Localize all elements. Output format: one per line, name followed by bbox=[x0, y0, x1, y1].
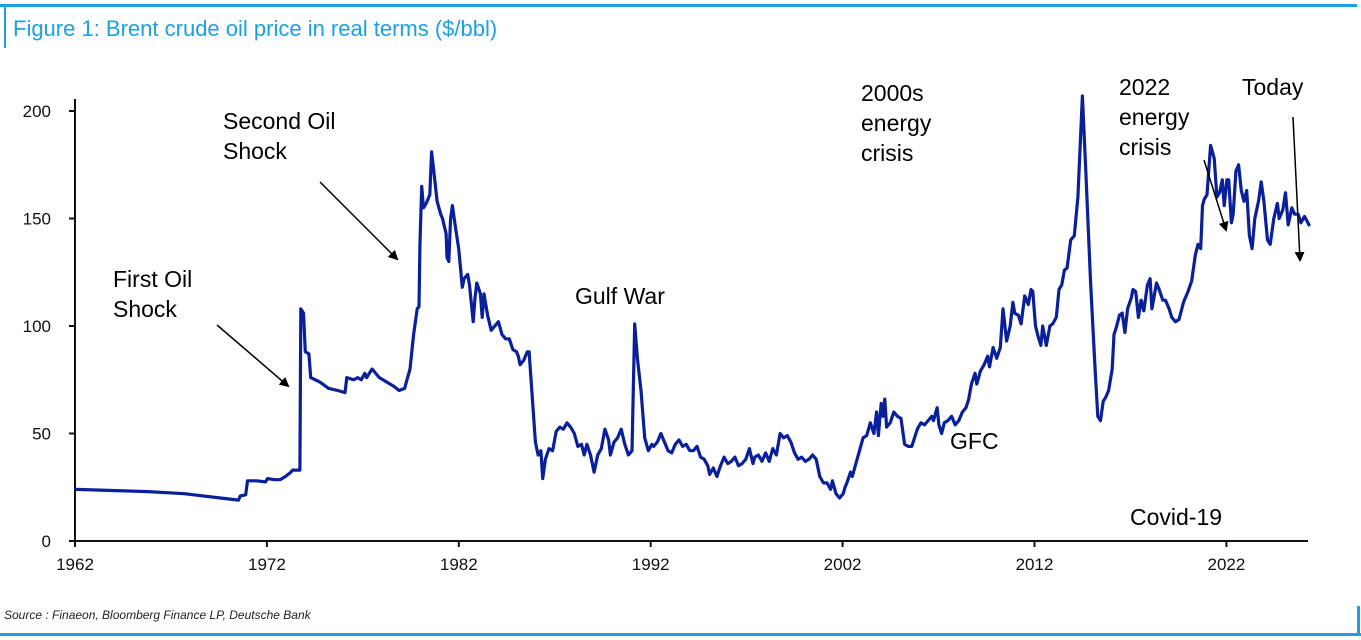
annotation-arrow-energy-crisis-2022 bbox=[1203, 159, 1229, 232]
frame-bottom-border bbox=[0, 633, 1361, 636]
series-line-brent-real-price bbox=[74, 94, 1311, 502]
x-tick-label: 1962 bbox=[56, 555, 94, 574]
figure-title: Figure 1: Brent crude oil price in real … bbox=[13, 16, 498, 41]
annotation-covid-19: Covid-19 bbox=[1130, 504, 1222, 530]
x-tick-label: 1972 bbox=[248, 555, 286, 574]
line-chart: 0 50 100 150 200 1962 1972 1982 1992 2002 2012 2022… bbox=[23, 74, 1311, 574]
annotation-energy-crisis-2000s: 2000s energy crisis bbox=[861, 80, 932, 166]
x-tick-label: 1982 bbox=[440, 555, 478, 574]
annotation-line: Gulf War bbox=[575, 283, 665, 309]
x-tick-label: 2012 bbox=[1016, 555, 1054, 574]
annotation-first-oil-shock: First Oil Shock bbox=[113, 266, 192, 322]
annotation-line: crisis bbox=[1119, 134, 1171, 160]
y-tick-label: 0 bbox=[42, 532, 51, 551]
annotations: First Oil Shock Second Oil Shock Gulf War 200… bbox=[113, 74, 1305, 530]
annotation-second-oil-shock: Second Oil Shock bbox=[223, 108, 336, 164]
series-group bbox=[74, 94, 1311, 502]
annotation-arrow-today bbox=[1292, 116, 1305, 262]
y-tick-label: 200 bbox=[23, 102, 51, 121]
annotation-gfc: GFC bbox=[950, 428, 999, 454]
annotation-line: Second Oil bbox=[223, 108, 336, 134]
annotation-line: energy bbox=[861, 110, 932, 136]
annotation-line: 2000s bbox=[861, 80, 924, 106]
annotation-arrow-second-oil-shock bbox=[319, 181, 399, 261]
annotation-line: 2022 bbox=[1119, 74, 1170, 100]
x-tick-label: 1992 bbox=[632, 555, 670, 574]
frame-right-border bbox=[1357, 606, 1360, 636]
y-tick-label: 150 bbox=[23, 210, 51, 229]
frame-top-border bbox=[0, 4, 1357, 7]
annotation-today: Today bbox=[1242, 74, 1304, 100]
annotation-line: energy bbox=[1119, 104, 1190, 130]
axes: 0 50 100 150 200 1962 1972 1982 1992 2002 2012 2022 bbox=[23, 99, 1308, 574]
x-tick-label: 2002 bbox=[824, 555, 862, 574]
y-tick-label: 100 bbox=[23, 317, 51, 336]
annotation-line: First Oil bbox=[113, 266, 192, 292]
y-tick-label: 50 bbox=[32, 425, 51, 444]
annotation-line: GFC bbox=[950, 428, 999, 454]
annotation-line: Shock bbox=[223, 138, 287, 164]
annotation-line: Today bbox=[1242, 74, 1304, 100]
source-note: Source : Finaeon, Bloomberg Finance LP, … bbox=[4, 608, 311, 622]
annotation-gulf-war: Gulf War bbox=[575, 283, 665, 309]
x-tick-label: 2022 bbox=[1207, 555, 1245, 574]
frame-left-border bbox=[4, 4, 6, 48]
annotation-line: crisis bbox=[861, 140, 913, 166]
annotation-line: Covid-19 bbox=[1130, 504, 1222, 530]
annotation-line: Shock bbox=[113, 296, 177, 322]
annotation-energy-crisis-2022: 2022 energy crisis bbox=[1119, 74, 1190, 160]
annotation-arrow-first-oil-shock bbox=[216, 324, 290, 388]
